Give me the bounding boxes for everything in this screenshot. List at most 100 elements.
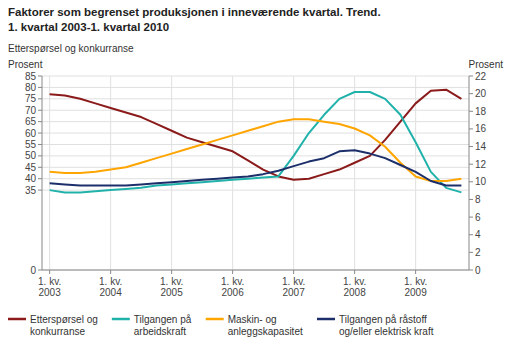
y2-tick-label: 8 [475, 194, 481, 205]
grid-line [42, 270, 469, 271]
y2-tick-label: 10 [475, 176, 487, 187]
y-axis-line [42, 76, 43, 270]
x-tick-label: 1. kv.2008 [343, 276, 366, 298]
y-tick [38, 76, 42, 77]
y2-tick [469, 128, 473, 129]
legend-label: Maskin- oganleggskapasitet [228, 314, 303, 337]
y2-tick-label: 6 [475, 212, 481, 223]
annotation: Etterspørsel og konkurranse [8, 43, 134, 54]
y-tick-label: 0 [30, 265, 36, 276]
y2-tick-label: 16 [475, 123, 487, 134]
y2-tick [469, 234, 473, 235]
y2-axis-label: Prosent [469, 59, 504, 70]
x-tick-label: 1. kv.2003 [38, 276, 61, 298]
y2-tick [469, 164, 473, 165]
y2-tick-label: 12 [475, 159, 487, 170]
y-tick [38, 155, 42, 156]
y2-tick [469, 217, 473, 218]
y2-tick [469, 199, 473, 200]
grid-line [232, 76, 233, 270]
grid [42, 76, 469, 270]
y-tick [38, 98, 42, 99]
y2-tick-label: 22 [475, 71, 487, 82]
x-tick-label: 1. kv.2009 [404, 276, 427, 298]
x-tick [354, 270, 355, 274]
y2-tick-label: 20 [475, 88, 487, 99]
legend-label: Etterspørsel ogkonkurranse [30, 314, 98, 337]
y2-axis-line [469, 76, 470, 270]
grid-line [42, 110, 469, 111]
y-tick [38, 110, 42, 111]
y-tick [38, 144, 42, 145]
y-tick-label: 85 [25, 71, 37, 82]
x-tick-label: 1. kv.2007 [282, 276, 305, 298]
y2-tick [469, 111, 473, 112]
y-tick-label: 80 [25, 82, 37, 93]
grid-line [42, 87, 469, 88]
y-tick-label: 55 [25, 139, 37, 150]
x-axis-line [42, 270, 469, 271]
y2-tick-label: 4 [475, 229, 481, 240]
lines [50, 90, 462, 193]
grid-line [354, 76, 355, 270]
legend-swatch [206, 318, 224, 321]
grid-line [42, 98, 469, 99]
y-axis-label: Prosent [8, 59, 43, 70]
y-tick-label: 35 [25, 185, 37, 196]
grid-line [171, 76, 172, 270]
grid-line [49, 76, 50, 270]
y2-tick [469, 181, 473, 182]
grid-line [293, 76, 294, 270]
x-tick [415, 270, 416, 274]
y-tick [38, 178, 42, 179]
series-line [50, 90, 462, 180]
y2-tick [469, 270, 473, 271]
y-tick-label: 70 [25, 105, 37, 116]
x-tick-label: 1. kv.2005 [160, 276, 183, 298]
grid-line [42, 76, 469, 77]
title: Faktorer som begrenset produksjonen i in… [8, 6, 381, 18]
y-tick [38, 190, 42, 191]
y-tick-label: 60 [25, 128, 37, 139]
y-tick-label: 50 [25, 150, 37, 161]
y2-tick-label: 14 [475, 141, 487, 152]
x-tick-label: 1. kv.2004 [99, 276, 122, 298]
y2-tick [469, 93, 473, 94]
legend-swatch [317, 318, 335, 321]
legend-swatch [112, 318, 130, 321]
grid-line [42, 155, 469, 156]
x-tick [171, 270, 172, 274]
grid-line [42, 133, 469, 134]
legend-label: Tilgangen påarbeidskraft [134, 314, 192, 337]
x-tick [110, 270, 111, 274]
x-tick [49, 270, 50, 274]
y2-tick [469, 76, 473, 77]
y-tick [38, 87, 42, 88]
y2-tick [469, 146, 473, 147]
x-tick [232, 270, 233, 274]
x-tick [293, 270, 294, 274]
legend-label: Tilgangen på råstoffog/eller elektrisk k… [339, 314, 434, 337]
y2-tick-label: 0 [475, 265, 481, 276]
x-tick-label: 1. kv.2006 [221, 276, 244, 298]
y-tick-label: 75 [25, 93, 37, 104]
series-line [50, 150, 462, 185]
grid-line [42, 144, 469, 145]
y-tick [38, 270, 42, 271]
y2-tick [469, 252, 473, 253]
y-tick-label: 65 [25, 116, 37, 127]
y2-tick-label: 2 [475, 247, 481, 258]
y-tick [38, 121, 42, 122]
y2-tick-label: 18 [475, 106, 487, 117]
y-tick-label: 40 [25, 173, 37, 184]
legend: Etterspørsel ogkonkurranse Tilgangen påar… [8, 314, 434, 337]
chart: Faktorer som begrenset produksjonen i in… [0, 0, 511, 350]
legend-swatch [8, 318, 26, 321]
y-tick [38, 133, 42, 134]
y-tick [38, 167, 42, 168]
grid-line [110, 76, 111, 270]
series-line [50, 92, 462, 192]
y-tick-label: 45 [25, 162, 37, 173]
subtitle: 1. kvartal 2003-1. kvartal 2010 [8, 21, 169, 33]
series-line [50, 119, 462, 181]
